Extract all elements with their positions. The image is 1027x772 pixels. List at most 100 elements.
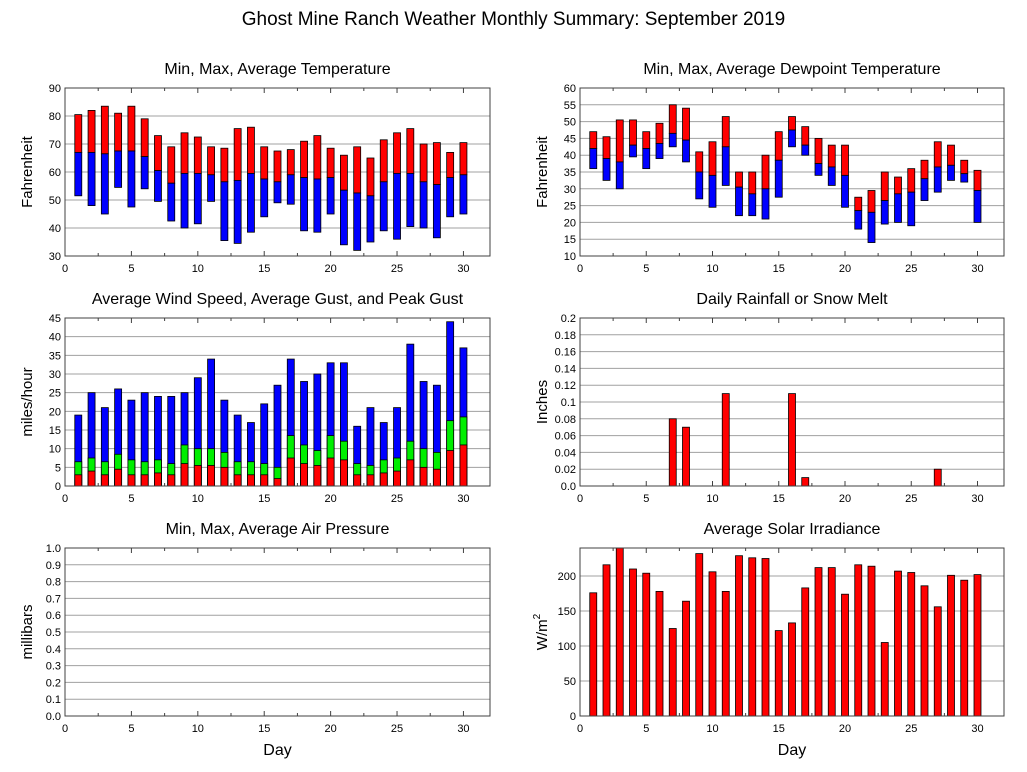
- y-tick-label: 0.16: [555, 347, 576, 359]
- y-tick-label: 0.02: [555, 464, 576, 476]
- bar-max-segment: [894, 176, 902, 195]
- y-axis-label-superscript: 2: [532, 613, 543, 619]
- y-tick-label: 50: [564, 676, 576, 688]
- bar-min-segment: [708, 174, 717, 208]
- y-tick-label: 45: [564, 133, 576, 145]
- bar-min-segment: [602, 158, 611, 181]
- y-tick-label: 0.3: [46, 661, 61, 673]
- bar: [774, 630, 783, 717]
- y-tick-label: 0.2: [46, 677, 61, 689]
- y-tick-label: 20: [49, 406, 61, 418]
- chart-title: Average Solar Irradiance: [704, 521, 881, 538]
- bar-min-segment: [894, 193, 902, 223]
- x-tick-label: 25: [905, 723, 917, 735]
- y-tick-label: 10: [564, 251, 576, 263]
- y-tick-label: 150: [558, 606, 576, 618]
- bar-min-segment: [973, 190, 982, 223]
- chart-dewpoint: Min, Max, Average Dewpoint Temperature 10…: [534, 61, 1005, 275]
- chart-solar: Average Solar Irradiance 0 50 100 150 200 0 5 10…: [532, 521, 1005, 759]
- x-tick-label: 0: [62, 493, 68, 505]
- x-tick-label: 5: [128, 263, 134, 275]
- bar-average-wind-speed: [353, 474, 362, 487]
- chart-title: Min, Max, Average Temperature: [164, 61, 390, 78]
- bar-min-segment: [193, 172, 202, 225]
- bar-max-segment: [748, 171, 757, 195]
- y-tick-label: 0.0: [46, 711, 61, 723]
- x-tick-label: 25: [391, 263, 403, 275]
- bar-max-segment: [260, 146, 269, 180]
- bar-max-segment: [827, 144, 836, 168]
- y-tick-label: 0: [570, 711, 576, 723]
- bar-max-segment: [326, 147, 335, 178]
- bar-min-segment: [313, 178, 322, 233]
- bar-max-segment: [774, 131, 783, 161]
- y-tick-label: 0: [55, 481, 61, 493]
- bar: [960, 579, 969, 717]
- bar-min-segment: [880, 200, 889, 225]
- bar-min-segment: [668, 132, 677, 148]
- bar-average-wind-speed: [459, 444, 468, 487]
- bar: [827, 567, 836, 717]
- bar-max-segment: [432, 142, 441, 186]
- bar-max-segment: [615, 119, 624, 163]
- bar: [933, 606, 942, 717]
- y-tick-label: 50: [49, 195, 61, 207]
- bar-max-segment: [801, 126, 810, 146]
- y-axis-label: Inches: [534, 380, 551, 424]
- y-tick-label: 0.18: [555, 330, 576, 342]
- y-tick-label: 40: [49, 332, 61, 344]
- y-tick-label: 1.0: [46, 543, 61, 555]
- bars: [668, 393, 942, 487]
- bar-min-segment: [340, 189, 348, 246]
- main-title: Ghost Mine Ranch Weather Monthly Summary…: [241, 9, 786, 30]
- bar-min-segment: [695, 171, 704, 200]
- y-tick-label: 70: [49, 139, 61, 151]
- bar-max-segment: [642, 131, 651, 149]
- bar-min-segment: [748, 193, 757, 217]
- x-tick-label: 20: [325, 263, 337, 275]
- bar-min-segment: [74, 151, 83, 197]
- y-tick-label: 90: [49, 83, 61, 95]
- y-tick-label: 35: [49, 350, 61, 362]
- bar-max-segment: [854, 196, 863, 212]
- bar: [880, 642, 889, 717]
- y-tick-label: 25: [49, 388, 61, 400]
- bar-min-segment: [220, 181, 229, 242]
- bar-max-segment: [340, 154, 348, 191]
- x-tick-label: 30: [457, 723, 469, 735]
- bar-min-segment: [379, 181, 388, 232]
- bar-max-segment: [947, 144, 955, 166]
- bar-min-segment: [432, 184, 441, 239]
- bar: [668, 418, 677, 487]
- chart-title: Average Wind Speed, Average Gust, and Pe…: [92, 291, 464, 308]
- chart-rainfall: Daily Rainfall or Snow Melt 0.0 0.02 0.04 0.…: [534, 291, 1005, 505]
- bar: [721, 393, 730, 487]
- bar-max-segment: [114, 112, 123, 152]
- chart-title: Daily Rainfall or Snow Melt: [696, 291, 888, 308]
- bar-max-segment: [366, 157, 375, 197]
- bar-max-segment: [419, 143, 428, 183]
- bar-max-segment: [379, 139, 388, 183]
- plot-frame: [64, 317, 491, 487]
- bar-max-segment: [247, 126, 255, 174]
- x-tick-label: 0: [577, 263, 583, 275]
- y-tick-label: 60: [49, 167, 61, 179]
- x-tick-label: 5: [643, 493, 649, 505]
- y-axis-label: millibars: [19, 604, 36, 659]
- bar: [615, 547, 624, 717]
- bar: [748, 557, 757, 717]
- x-tick-label: 20: [839, 723, 851, 735]
- bar-max-segment: [880, 171, 889, 201]
- x-tick-label: 0: [577, 493, 583, 505]
- bar-min-segment: [655, 143, 664, 159]
- bar: [894, 570, 902, 717]
- bar-max-segment: [393, 132, 401, 174]
- bar-min-segment: [615, 161, 624, 190]
- x-tick-label: 10: [706, 263, 718, 275]
- x-tick-label: 20: [325, 723, 337, 735]
- y-tick-label: 35: [564, 167, 576, 179]
- bar-average-wind-speed: [366, 474, 375, 487]
- bar-max-segment: [814, 137, 823, 164]
- x-tick-label: 15: [773, 723, 785, 735]
- bar-max-segment: [459, 142, 468, 176]
